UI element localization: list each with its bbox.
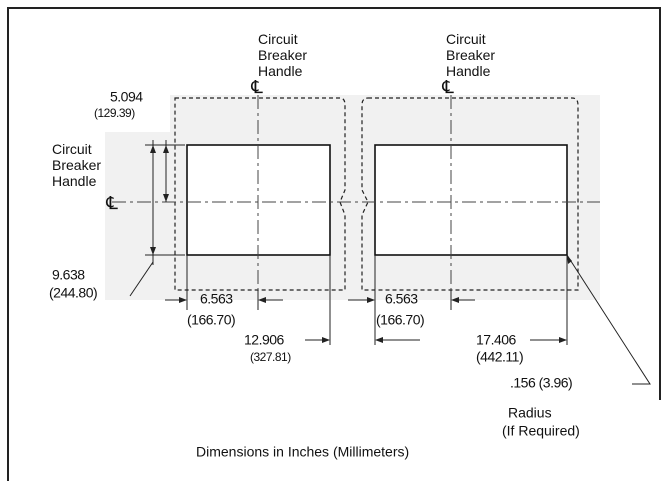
label-line: Handle (446, 63, 491, 79)
dimension-lines (165, 299, 566, 341)
arrowhead (567, 255, 572, 264)
label-line: Circuit (446, 31, 486, 47)
panel-outline-right (361, 97, 579, 291)
radius-value: .156 (3.96) (510, 375, 572, 391)
dimension-value: 5.094 (110, 89, 143, 105)
leader-line (129, 261, 154, 297)
label-line: Breaker (258, 47, 307, 63)
dimension-metric: (327.81) (250, 350, 291, 364)
dimension-metric: (166.70) (187, 312, 235, 328)
centerline-symbol: ℄ (441, 77, 454, 97)
dimension-metric: (244.80) (49, 285, 97, 301)
centerline-symbol: ℄ (105, 193, 118, 213)
dimension-value: 12.906 (244, 332, 285, 348)
label-line: Handle (258, 63, 303, 79)
radius-label: (If Required) (502, 423, 580, 439)
label-line: Breaker (446, 47, 495, 63)
dimension-value: 6.563 (200, 291, 233, 307)
label-line: Breaker (52, 157, 101, 173)
label-line: Handle (52, 173, 97, 189)
dimension-value: 9.638 (52, 267, 85, 283)
radius-label: Radius (508, 405, 552, 421)
caption: Dimensions in Inches (Millimeters) (196, 444, 409, 460)
radius-leader (566, 254, 651, 385)
dimension-metric: (166.70) (376, 312, 424, 328)
label-line: Circuit (258, 31, 298, 47)
handle-label: Circuit Breaker Handle (258, 31, 307, 79)
frame (7, 7, 661, 481)
centerline-symbol: ℄ (250, 77, 263, 97)
handle-label: Circuit Breaker Handle (52, 141, 101, 189)
label-line: Circuit (52, 141, 92, 157)
dimension-value: 6.563 (385, 291, 418, 307)
dimension-value: 17.406 (476, 332, 517, 348)
breaker-right (374, 144, 568, 256)
dimension-metric: (442.11) (476, 349, 523, 365)
dimension-metric: (129.39) (94, 106, 135, 120)
handle-label: Circuit Breaker Handle (446, 31, 495, 79)
